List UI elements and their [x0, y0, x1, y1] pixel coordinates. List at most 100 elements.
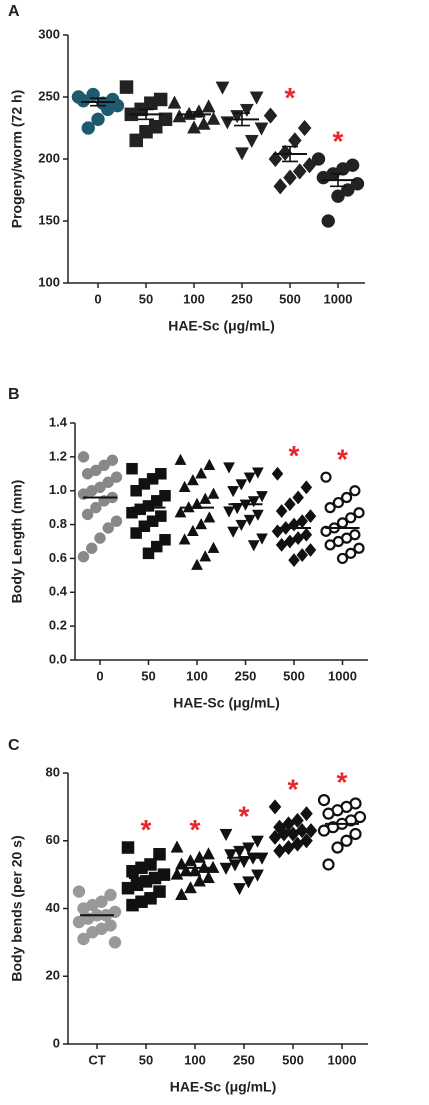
point — [203, 458, 216, 470]
point — [151, 540, 163, 553]
y-tick-label: 1.0 — [49, 482, 67, 497]
point — [178, 480, 191, 492]
significance-star: * — [337, 444, 348, 475]
point — [349, 485, 361, 497]
point — [242, 842, 255, 855]
point — [184, 853, 197, 867]
point — [324, 539, 336, 551]
y-tick-label: 0.0 — [49, 651, 67, 666]
point — [86, 542, 98, 555]
x-tick-label: 50 — [141, 668, 155, 683]
point — [233, 845, 246, 859]
point — [81, 508, 94, 521]
y-tick-label: 20 — [46, 968, 60, 983]
point — [304, 509, 317, 524]
point — [244, 134, 259, 149]
point — [126, 462, 138, 475]
point — [199, 492, 212, 504]
point — [324, 502, 336, 514]
point — [224, 849, 237, 862]
point — [288, 553, 300, 568]
x-tick-label: 100 — [183, 291, 205, 306]
x-tick-label: 100 — [184, 1052, 206, 1067]
point — [195, 517, 208, 530]
point — [102, 522, 114, 534]
point — [86, 925, 99, 939]
point — [101, 102, 115, 117]
point — [130, 527, 142, 539]
x-tick-label: 500 — [282, 1052, 304, 1067]
point — [297, 119, 312, 137]
y-tick-label: 200 — [38, 150, 60, 165]
error-bar — [90, 97, 106, 107]
point — [273, 843, 286, 859]
point — [263, 107, 278, 124]
y-tick-label: 250 — [38, 88, 60, 103]
point — [199, 550, 212, 562]
point — [81, 468, 94, 480]
point — [268, 150, 283, 168]
point — [207, 541, 220, 553]
point — [108, 936, 122, 949]
point — [72, 915, 86, 929]
x-tick-label: 1000 — [324, 291, 353, 306]
error-bar — [330, 173, 346, 188]
point — [110, 471, 123, 483]
point — [104, 888, 117, 902]
point — [271, 466, 284, 481]
point — [193, 850, 206, 863]
point — [321, 214, 335, 228]
point — [292, 531, 304, 546]
point — [174, 453, 187, 465]
point — [223, 462, 235, 474]
point — [331, 189, 345, 203]
point — [207, 487, 220, 499]
x-tick-label: 250 — [235, 668, 257, 683]
point — [231, 502, 244, 515]
point — [102, 476, 114, 488]
point — [223, 506, 235, 518]
significance-star: * — [141, 814, 152, 845]
point — [331, 841, 344, 854]
point — [193, 874, 206, 887]
x-tick-label: 1000 — [328, 1052, 357, 1067]
point — [71, 90, 86, 104]
point — [138, 478, 151, 490]
significance-star: * — [289, 440, 300, 471]
point — [237, 856, 251, 869]
point — [186, 473, 199, 486]
point — [251, 835, 264, 848]
point — [311, 152, 326, 166]
point — [91, 112, 105, 127]
significance-star: * — [285, 82, 296, 113]
point — [170, 840, 184, 853]
x-axis-label: HAE-Sc (μg/mL) — [170, 1079, 277, 1095]
significance-star: * — [337, 766, 348, 797]
point — [202, 870, 215, 884]
x-tick-label: 500 — [283, 668, 305, 683]
point — [304, 542, 317, 557]
point — [77, 550, 90, 563]
point — [121, 881, 135, 895]
point — [300, 480, 313, 495]
significance-star: * — [190, 814, 201, 845]
point — [275, 537, 288, 552]
point — [275, 504, 288, 519]
x-tick-label: CT — [88, 1052, 105, 1067]
point — [142, 547, 155, 560]
y-tick-label: 80 — [46, 764, 60, 779]
panel-label: C — [8, 737, 20, 754]
panel-label: B — [8, 386, 20, 403]
point — [317, 824, 331, 837]
point — [273, 178, 288, 195]
point — [242, 876, 255, 889]
point — [94, 532, 106, 544]
point — [175, 857, 188, 870]
point — [187, 120, 201, 134]
point — [188, 864, 202, 877]
point — [77, 932, 90, 946]
x-tick-label: 0 — [94, 291, 101, 306]
point — [320, 471, 332, 483]
point — [268, 799, 282, 815]
point — [77, 451, 90, 463]
